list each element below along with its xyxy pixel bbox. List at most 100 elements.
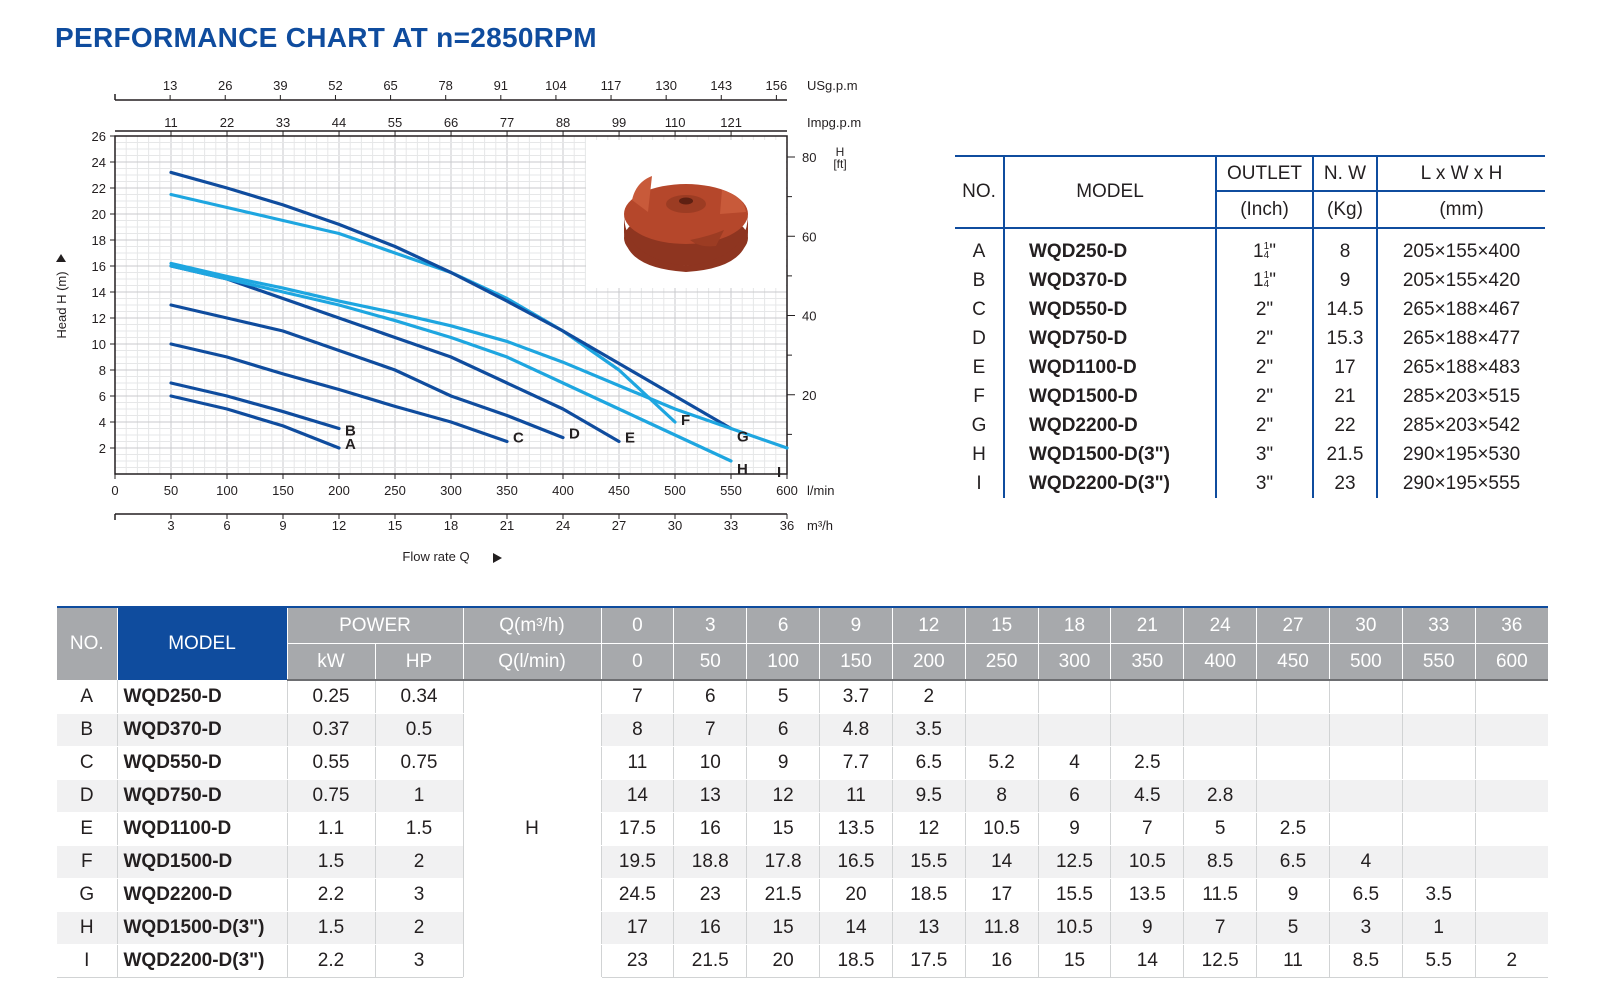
series-label-e: E <box>625 430 635 447</box>
data-cell-head: 13 <box>673 779 747 813</box>
data-cell-kw: 0.37 <box>286 713 375 747</box>
spec-header-no: NO. <box>955 155 1004 229</box>
spec-cell-no: E <box>972 356 986 378</box>
data-cell-head <box>1401 845 1476 879</box>
data-cell-head <box>1401 680 1476 714</box>
usgpm-tick-label: 26 <box>218 78 232 93</box>
data-cell-head: 14 <box>964 845 1039 879</box>
usgpm-tick-label: 13 <box>163 78 177 93</box>
series-line-a <box>169 394 341 450</box>
y-tick-label: 26 <box>92 129 106 144</box>
data-cell-head: 15.5 <box>1037 878 1111 912</box>
spec-cell-outlet: 3" <box>1215 440 1313 469</box>
outlet-fraction: 1 1 4 " <box>1253 240 1276 262</box>
spec-cell-dims: 290×195×555 <box>1376 469 1545 498</box>
m3h-tick-label: 3 <box>167 518 174 533</box>
data-cell-head: 17.5 <box>891 944 966 978</box>
data-cell-head <box>1328 812 1403 846</box>
data-cell-head: 18.8 <box>673 845 747 879</box>
spec-cell-outlet: 2" <box>1215 295 1313 324</box>
m3h-tick-label: 6 <box>223 518 230 533</box>
data-cell-head: 10.5 <box>1037 911 1111 945</box>
spec-cell-dims: 265×188×467 <box>1376 295 1545 324</box>
data-cell-head: 17.5 <box>600 812 674 846</box>
ft-tick-label: 40 <box>802 309 816 324</box>
data-cell-head: 11 <box>819 779 893 813</box>
data-cell-no: E <box>57 812 117 846</box>
data-cell-head <box>1256 746 1330 780</box>
data-cell-head <box>1401 746 1476 780</box>
data-cell-head: 9.5 <box>891 779 966 813</box>
x-tick-label: 250 <box>384 483 406 498</box>
data-cell-kw: 1.1 <box>286 812 375 846</box>
spec-cell-model: WQD1500-D <box>1003 382 1216 411</box>
y-tick-label: 2 <box>99 441 106 456</box>
data-cell-hp: 3 <box>374 944 463 978</box>
data-cell-head: 24.5 <box>600 878 674 912</box>
data-cell-head: 15 <box>746 812 820 846</box>
spec-cell-dims: 205×155×420 <box>1376 266 1545 295</box>
data-row: D WQD750-D 0.75 1 14 13 12 11 9.5 8 6 4.5 2.8 <box>57 779 1548 813</box>
m3h-tick-label: 18 <box>444 518 458 533</box>
x-unit-label: l/min <box>807 483 834 498</box>
spec-cell-no: B <box>972 269 986 291</box>
usgpm-tick-label: 65 <box>383 78 397 93</box>
spec-cell-no: A <box>972 240 986 262</box>
data-header-no: NO. <box>57 606 117 680</box>
data-cell-head: 12 <box>891 812 966 846</box>
data-header-q-m3h: Q(m³/h) <box>462 606 601 644</box>
data-cell-kw: 1.5 <box>286 845 375 879</box>
data-cell-head <box>1474 845 1548 879</box>
series-line-g <box>169 170 733 431</box>
spec-cell-model: WQD1100-D <box>1003 353 1216 382</box>
x-tick-label: 150 <box>272 483 294 498</box>
data-header-q-lmin-value: 200 <box>891 643 966 681</box>
impgpm-tick-label: 88 <box>556 115 570 130</box>
data-header-q-lmin-value: 400 <box>1183 643 1257 681</box>
data-cell-head <box>1183 713 1257 747</box>
data-cell-head: 6.5 <box>891 746 966 780</box>
data-cell-head: 6.5 <box>1328 878 1403 912</box>
data-cell-model: WQD750-D <box>116 779 287 813</box>
spec-cell-outlet: 2" <box>1215 382 1313 411</box>
data-header-q-lmin-value: 50 <box>673 643 747 681</box>
data-cell-head: 13.5 <box>1110 878 1184 912</box>
spec-cell-model: WQD2200-D(3") <box>1003 469 1216 498</box>
chart-labels: AB C D E F GH I <box>345 412 781 481</box>
data-header-model: MODEL <box>116 606 287 680</box>
data-cell-head: 7 <box>1183 911 1257 945</box>
x-tick-label: 200 <box>328 483 350 498</box>
spec-cell-dims: 265×188×477 <box>1376 324 1545 353</box>
y-tick-label: 20 <box>92 207 106 222</box>
data-cell-head <box>1110 713 1184 747</box>
series-label-f: F <box>681 412 690 429</box>
data-cell-head <box>1474 911 1548 945</box>
data-cell-head: 2 <box>1474 944 1548 978</box>
data-header-q-lmin-value: 350 <box>1110 643 1184 681</box>
data-cell-head: 16 <box>673 911 747 945</box>
usgpm-tick-label: 143 <box>710 78 732 93</box>
data-row: G WQD2200-D 2.2 3 24.5 23 21.5 20 18.5 17 15.5 13.5… <box>57 878 1548 912</box>
spec-cell-model: WQD1500-D(3") <box>1003 440 1216 469</box>
data-cell-head <box>1474 779 1548 813</box>
data-cell-h-label: H <box>462 680 601 978</box>
y-tick-label: 12 <box>92 311 106 326</box>
spec-header-nw-unit: (Kg) <box>1312 190 1377 229</box>
data-header-q-lmin: Q(l/min) <box>462 643 601 681</box>
data-header-q-lmin-value: 500 <box>1328 643 1403 681</box>
data-cell-head <box>1183 746 1257 780</box>
data-cell-head: 1 <box>1401 911 1476 945</box>
data-cell-head: 19.5 <box>600 845 674 879</box>
data-cell-head: 2.5 <box>1110 746 1184 780</box>
m3h-tick-label: 24 <box>556 518 570 533</box>
spec-cell-dims: 285×203×542 <box>1376 411 1545 440</box>
impgpm-tick-label: 77 <box>500 115 514 130</box>
data-cell-head: 11 <box>1256 944 1330 978</box>
y-tick-label: 22 <box>92 181 106 196</box>
data-cell-head: 2 <box>891 680 966 714</box>
spec-row: I WQD2200-D(3") 3" 23 290×195×555 <box>955 469 1545 498</box>
data-header-q-lmin-value: 450 <box>1256 643 1330 681</box>
spec-cell-outlet: 1 1 4 " <box>1215 266 1313 295</box>
data-header-q-lmin-value: 150 <box>819 643 893 681</box>
data-cell-hp: 2 <box>374 845 463 879</box>
